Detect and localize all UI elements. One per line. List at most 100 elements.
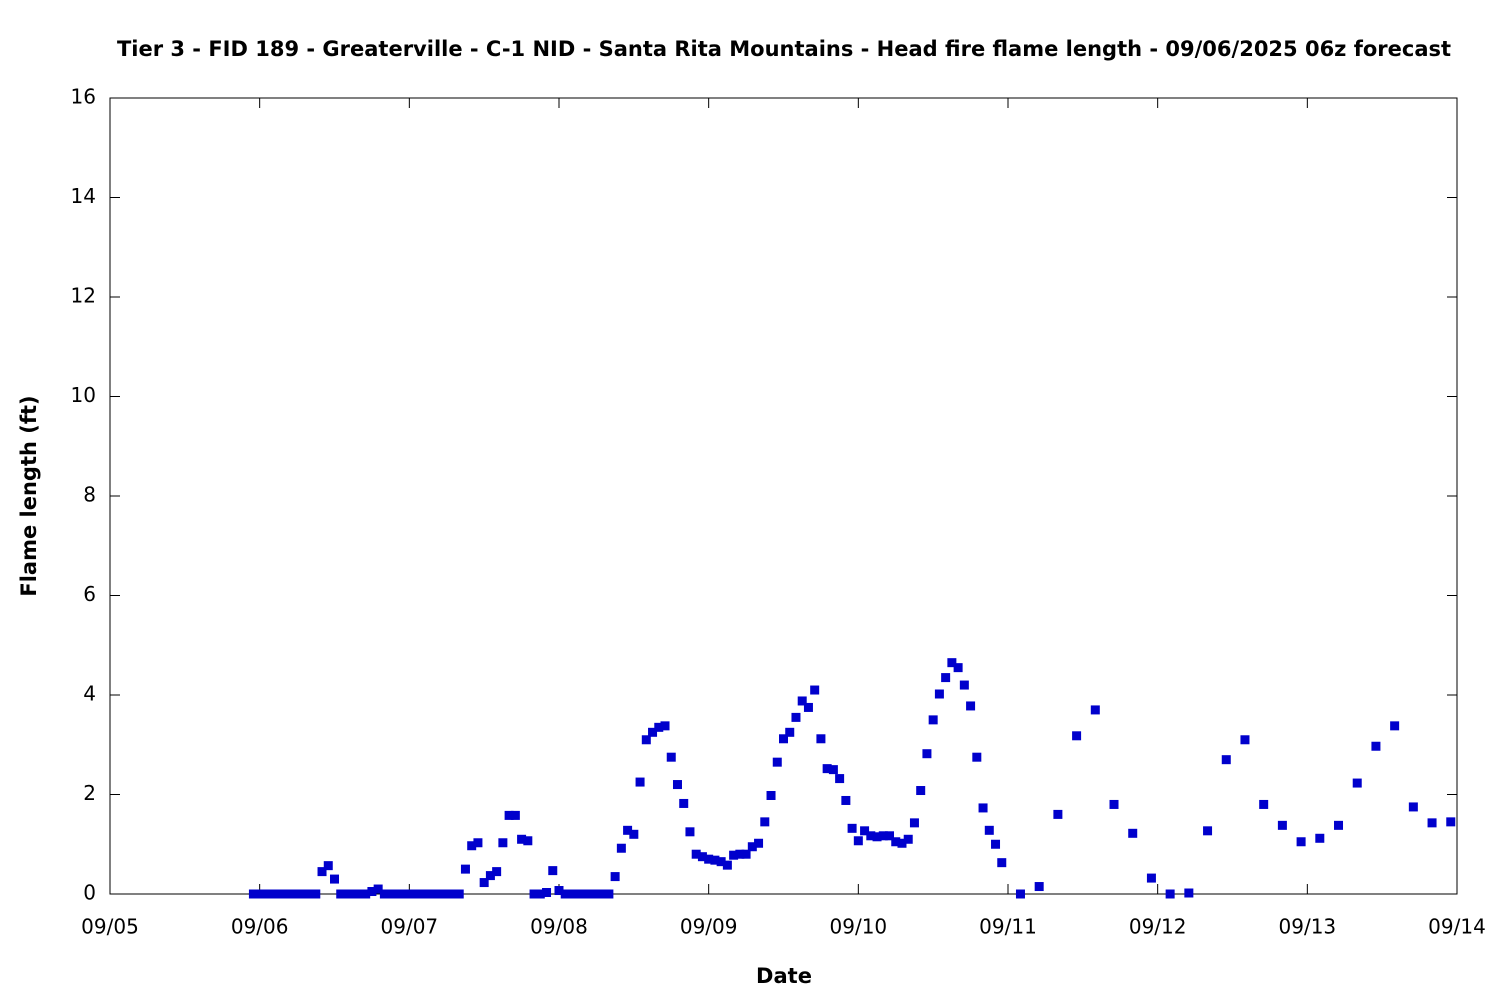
point — [629, 829, 639, 839]
point — [741, 849, 751, 859]
chart-title: Tier 3 - FID 189 - Greaterville - C-1 NI… — [117, 37, 1451, 61]
point — [598, 889, 608, 899]
point — [1221, 755, 1231, 765]
point — [479, 878, 489, 888]
point — [847, 823, 857, 833]
point — [398, 889, 408, 899]
x-tick-label: 09/08 — [530, 915, 588, 939]
point — [697, 852, 707, 862]
point — [1053, 809, 1063, 819]
point — [255, 889, 265, 899]
point — [1296, 837, 1306, 847]
point — [423, 889, 433, 899]
y-tick-label: 0 — [83, 881, 96, 905]
point — [828, 765, 838, 775]
point — [1015, 889, 1025, 899]
point — [292, 889, 302, 899]
point — [909, 818, 919, 828]
x-tick-label: 09/05 — [81, 915, 139, 939]
point — [660, 721, 670, 731]
point — [716, 857, 726, 867]
y-tick-label: 6 — [83, 582, 96, 606]
point — [735, 849, 745, 859]
point — [947, 658, 957, 668]
point — [330, 874, 339, 884]
point — [454, 889, 464, 899]
point — [772, 757, 782, 767]
point — [623, 825, 633, 835]
point — [934, 689, 944, 699]
point — [885, 831, 895, 841]
point — [373, 884, 383, 894]
point — [822, 764, 832, 774]
point — [1277, 820, 1287, 830]
point — [485, 871, 495, 881]
point — [354, 889, 364, 899]
point — [978, 803, 988, 813]
x-tick-label: 09/09 — [680, 915, 738, 939]
point — [448, 889, 458, 899]
point — [710, 855, 720, 865]
point — [766, 790, 776, 800]
point — [417, 889, 427, 899]
point — [404, 889, 414, 899]
point — [903, 834, 913, 844]
point — [273, 889, 283, 899]
point — [566, 889, 576, 899]
y-axis-label: Flame length (ft) — [17, 395, 41, 596]
x-tick-label: 09/10 — [830, 915, 888, 939]
point — [1240, 735, 1250, 745]
point — [928, 715, 938, 725]
point — [616, 843, 626, 853]
x-tick-label: 09/07 — [381, 915, 439, 939]
plot-frame — [109, 97, 1458, 895]
point — [498, 838, 508, 848]
point — [311, 889, 321, 899]
point — [1408, 802, 1418, 812]
point — [1315, 833, 1325, 843]
point — [672, 780, 682, 790]
point — [261, 889, 271, 899]
point — [1090, 705, 1100, 715]
point — [460, 864, 470, 874]
point — [342, 889, 352, 899]
point — [991, 839, 1001, 849]
point — [436, 889, 446, 899]
point — [685, 827, 695, 837]
point — [1203, 826, 1213, 836]
point — [492, 867, 502, 877]
point — [860, 826, 870, 836]
y-tick-label: 4 — [83, 682, 96, 706]
point — [654, 722, 664, 732]
point — [1034, 882, 1044, 892]
point — [866, 831, 876, 841]
point — [1165, 889, 1175, 899]
point — [872, 832, 882, 842]
point — [635, 777, 645, 787]
y-tick-label: 10 — [71, 383, 96, 407]
point — [897, 838, 907, 848]
y-tick-label: 8 — [83, 483, 96, 507]
point — [573, 889, 583, 899]
point — [411, 889, 421, 899]
point — [386, 889, 396, 899]
point — [835, 774, 845, 784]
point — [517, 834, 527, 844]
point — [704, 854, 714, 864]
point — [1109, 799, 1119, 809]
point — [1128, 828, 1138, 838]
point — [747, 842, 757, 852]
x-tick-label: 09/11 — [979, 915, 1037, 939]
point — [442, 889, 452, 899]
y-tick-label: 2 — [83, 781, 96, 805]
point — [392, 889, 402, 899]
point — [1427, 818, 1437, 828]
point — [523, 836, 533, 846]
point — [336, 889, 346, 899]
point — [1352, 778, 1362, 788]
y-tick-label: 14 — [71, 184, 96, 208]
x-tick-label: 09/06 — [231, 915, 289, 939]
point — [504, 810, 514, 820]
point — [785, 727, 795, 737]
point — [1446, 817, 1456, 827]
